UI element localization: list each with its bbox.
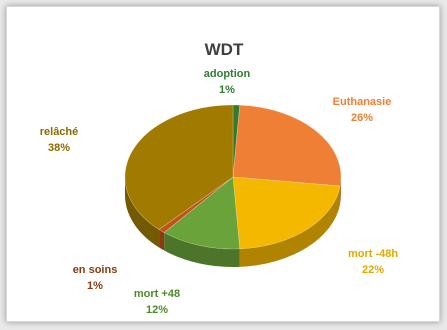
pie-chart: WDT adoption 1% Euthanasie 26% mort -48h 22% m… [40,40,399,316]
pie-side-relache [125,177,160,248]
pie-slice-adoption [232,104,241,178]
pie-side-euthanasie [340,177,341,205]
slice-percent-en-soins: 1% [87,280,103,292]
pie-side-en-soins [159,229,165,251]
pie-side-mort-48 [164,232,240,267]
pie-side-mort-48h [239,186,341,267]
pie-slice-euthanasie [232,104,342,187]
slice-percent-relache: 38% [48,142,70,154]
pie-sides [125,177,341,267]
slice-name-mort-48: mort +48 [134,288,180,300]
slice-percent-mort-48: 12% [146,304,168,316]
pie-labels: adoption 1% Euthanasie 26% mort -48h 22% mort … [40,68,399,316]
slice-name-adoption: adoption [204,68,251,80]
slice-name-en-soins: en soins [73,264,118,276]
pie-slice-mort-48 [163,176,241,250]
slice-name-euthanasie: Euthanasie [333,96,392,108]
slice-percent-adoption: 1% [219,84,235,96]
slice-name-relache: relâché [40,126,79,138]
slice-name-mort-48h: mort -48h [348,248,398,260]
chart-frame: WDT adoption 1% Euthanasie 26% mort -48h 22% m… [6,6,440,322]
slice-percent-mort-48h: 22% [362,264,384,276]
pie-slice-en-soins [158,176,234,233]
pie-slice-mort-48h [232,176,341,250]
chart-title: WDT [205,40,244,59]
slice-percent-euthanasie: 26% [351,112,373,124]
pie-tops [124,104,342,250]
pie-slice-relache [124,104,234,230]
